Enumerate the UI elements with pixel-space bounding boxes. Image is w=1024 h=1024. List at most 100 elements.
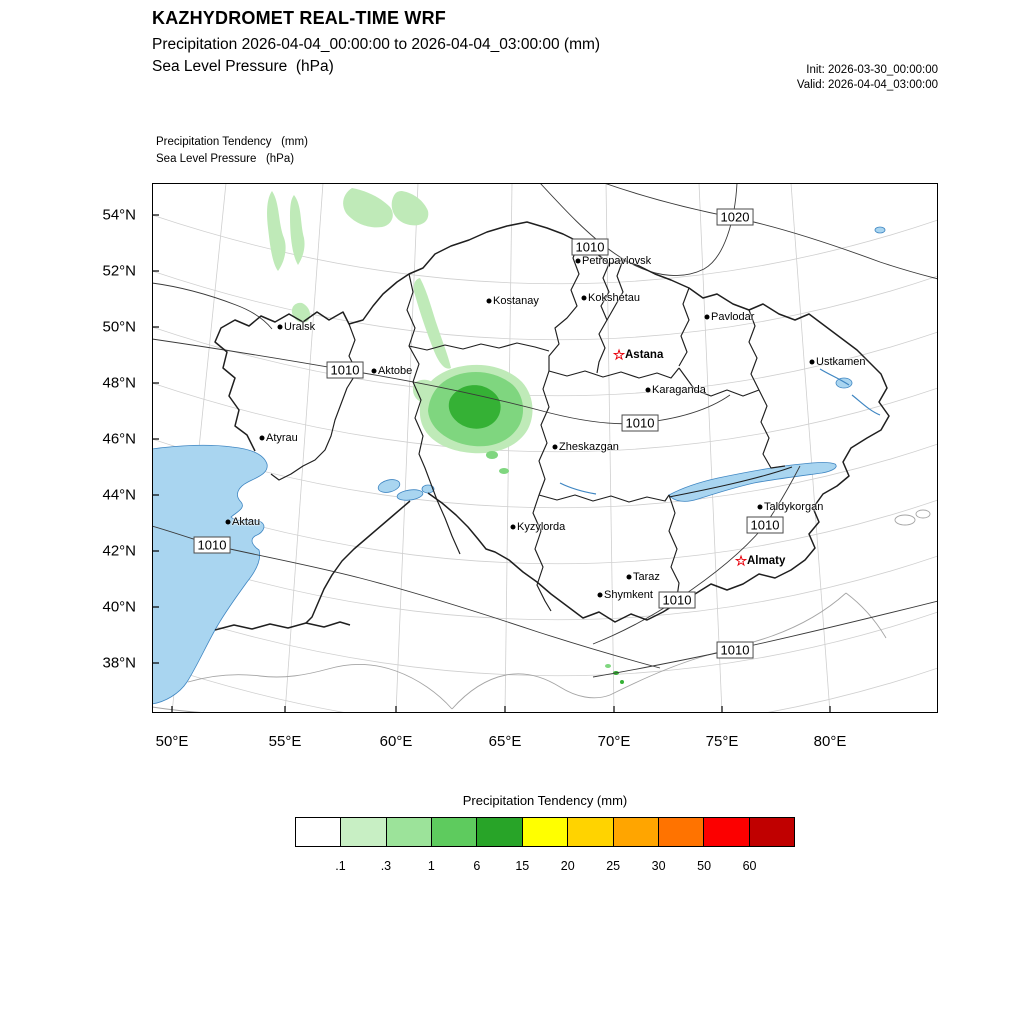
- colorbar-cell: [386, 817, 433, 847]
- map-caption: Precipitation Tendency (mm) Sea Level Pr…: [156, 134, 308, 168]
- city-dot-marker: [552, 444, 558, 450]
- water-bodies: [152, 226, 886, 705]
- lake-balkhash: [668, 462, 837, 502]
- aral-sea: [396, 489, 424, 501]
- city-label: Shymkent: [604, 589, 653, 601]
- river: [559, 482, 597, 495]
- city-dot-marker: [626, 574, 632, 580]
- lake-zaysan: [835, 377, 853, 389]
- colorbar-cell: [613, 817, 659, 847]
- lat-tick-label: 48°N: [102, 374, 136, 392]
- lon-tick-label: 65°E: [488, 733, 522, 750]
- city-dot-marker: [277, 324, 283, 330]
- pressure-label: 1010: [746, 516, 784, 534]
- pressure-label: 1010: [571, 238, 609, 256]
- lat-tick-label: 50°N: [102, 318, 136, 336]
- caspian-sea: [152, 444, 268, 705]
- colorbar-title: Precipitation Tendency (mm): [462, 793, 628, 808]
- lon-tick-label: 55°E: [268, 733, 302, 750]
- city-label: Uralsk: [284, 321, 316, 333]
- colorbar-cell: [522, 817, 569, 847]
- city-label: Kokshetau: [588, 292, 640, 304]
- lat-tick-label: 46°N: [102, 430, 136, 448]
- lat-tick-label: 40°N: [102, 598, 136, 616]
- city-dot-marker: [704, 314, 710, 320]
- pressure-label: 1020: [716, 208, 754, 226]
- colorbar-cell: [658, 817, 705, 847]
- city-star-marker: ☆: [734, 552, 748, 569]
- city-label: Aktobe: [378, 365, 413, 377]
- river: [851, 394, 881, 416]
- city-dot-marker: [581, 295, 587, 301]
- city-dot-marker: [575, 258, 581, 264]
- subtitle-pressure: Sea Level Pressure (hPa): [152, 58, 334, 75]
- colorbar-tick-label: 50: [697, 859, 712, 873]
- colorbar-tick-label: 1: [427, 859, 435, 873]
- header: KAZHYDROMET REAL-TIME WRF Precipitation …: [152, 8, 600, 80]
- colorbar-tick-label: 15: [515, 859, 530, 873]
- lat-tick-label: 44°N: [102, 486, 136, 504]
- map-frame: [152, 183, 938, 713]
- city-dot-marker: [757, 504, 763, 510]
- city-label: Ustkamen: [816, 356, 866, 368]
- colorbar-tick-label: 20: [560, 859, 575, 873]
- colorbar-tick-label: .1: [335, 859, 346, 873]
- city-label: Taldykorgan: [764, 501, 824, 513]
- pressure-label: 1010: [193, 536, 231, 554]
- pressure-label: 1010: [326, 361, 364, 379]
- lon-tick-label: 80°E: [813, 733, 847, 750]
- aral-sea: [377, 479, 401, 493]
- map-caption-slp: Sea Level Pressure (hPa): [156, 153, 295, 165]
- river: [819, 368, 850, 386]
- colorbar-cell: [295, 817, 342, 847]
- colorbar-ticks: .1 .3 1 6 15 20 25 30 50 60: [295, 859, 795, 879]
- colorbar-tick-label: 6: [473, 859, 481, 873]
- city-dot-marker: [597, 592, 603, 598]
- lon-tick-label: 50°E: [155, 733, 189, 750]
- pressure-label: 1010: [716, 641, 754, 659]
- city-dot-marker: [486, 298, 492, 304]
- axis-ticks: [152, 214, 831, 713]
- city-label: Taraz: [633, 571, 660, 583]
- city-label: Petropavlovsk: [582, 255, 652, 267]
- city-dot-marker: [809, 359, 815, 365]
- map-caption-precip: Precipitation Tendency (mm): [156, 136, 308, 148]
- map-overlay: Petropavlovsk Kostanay Kokshetau Pavlodar Ur…: [152, 183, 938, 713]
- colorbar-tick-label: 25: [606, 859, 621, 873]
- city-dot-marker: [645, 387, 651, 393]
- init-time: Init: 2026-03-30_00:00:00: [806, 64, 938, 76]
- city-dot-marker: [259, 435, 265, 441]
- colorbar-cell: [704, 817, 750, 847]
- colorbar: [295, 817, 795, 847]
- longitude-axis: 50°E 55°E 60°E 65°E 70°E 75°E 80°E: [152, 727, 938, 753]
- city-label: Pavlodar: [711, 311, 755, 323]
- page-title: KAZHYDROMET REAL-TIME WRF: [152, 8, 446, 28]
- colorbar-cell: [477, 817, 523, 847]
- city-label: Astana: [625, 349, 664, 361]
- valid-time: Valid: 2026-04-04_03:00:00: [796, 79, 938, 91]
- city-label: Kostanay: [493, 295, 539, 307]
- city-label: Aktau: [232, 516, 261, 528]
- lon-tick-label: 75°E: [705, 733, 739, 750]
- colorbar-tick-label: .3: [380, 859, 392, 873]
- lon-tick-label: 70°E: [597, 733, 631, 750]
- colorbar-cell: [568, 817, 614, 847]
- city-label: Atyrau: [266, 432, 298, 444]
- map: Petropavlovsk Kostanay Kokshetau Pavlodar Ur…: [152, 183, 938, 713]
- lat-tick-label: 52°N: [102, 262, 136, 280]
- pressure-label: 1010: [621, 414, 659, 432]
- region-borders: [214, 221, 890, 631]
- city-label: Kyzylorda: [517, 521, 566, 533]
- subtitle-precipitation: Precipitation 2026-04-04_00:00:00 to 202…: [152, 36, 601, 53]
- lat-tick-label: 38°N: [102, 654, 136, 672]
- colorbar-cell: [341, 817, 387, 847]
- map-graphic: [152, 183, 938, 713]
- lat-tick-label: 42°N: [102, 542, 136, 560]
- city-label: Karaganda: [652, 384, 706, 396]
- city-dot-marker: [510, 524, 516, 530]
- colorbar-cell: [749, 817, 795, 847]
- lat-tick-label: 54°N: [102, 206, 136, 224]
- latitude-axis: 54°N 52°N 50°N 48°N 46°N 44°N 42°N 40°N 38°N: [84, 183, 144, 713]
- lon-tick-label: 60°E: [379, 733, 413, 750]
- colorbar-tick-label: 60: [742, 859, 757, 873]
